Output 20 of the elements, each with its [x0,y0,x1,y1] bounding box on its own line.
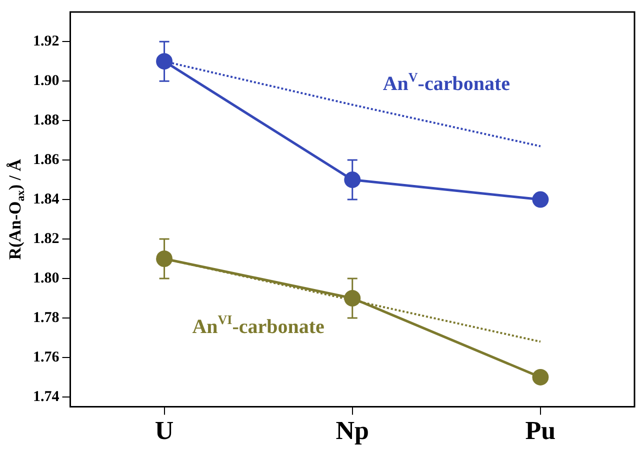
y-tick-label: 1.88 [33,112,60,128]
x-tick-label: U [154,416,174,446]
point [532,191,549,208]
y-tick-label: 1.74 [33,388,60,405]
point [156,250,173,267]
point [344,290,361,306]
point [344,172,361,188]
y-axis-title: R(An-Oax) / Å [5,158,27,260]
x-tick-label: Np [336,416,369,446]
y-tick-label: 1.78 [33,310,60,326]
y-tick-label: 1.90 [33,72,60,89]
y-tick-label: 1.82 [33,230,60,247]
y-tick-label: 1.92 [33,33,60,50]
y-tick-label: 1.86 [33,152,60,168]
x-tick-label: Pu [525,416,556,446]
y-tick-label: 1.84 [33,191,60,208]
y-tick-label: 1.80 [33,270,60,286]
point [156,53,173,70]
point [532,368,549,386]
y-tick-label: 1.76 [33,349,60,366]
